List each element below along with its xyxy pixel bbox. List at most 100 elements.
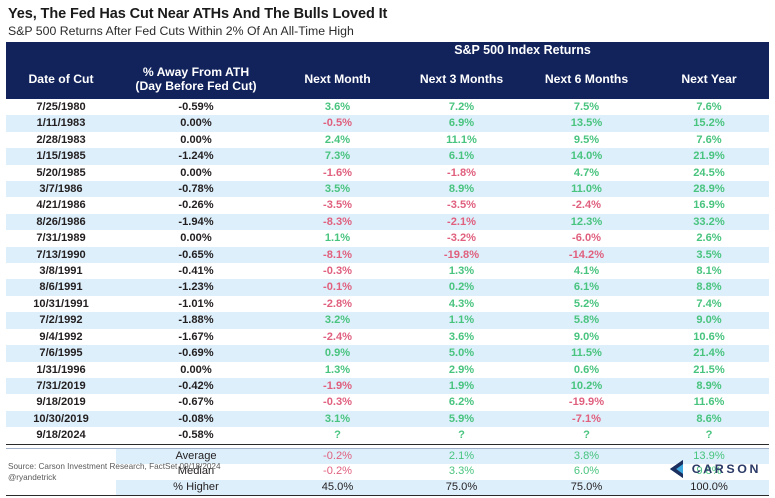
cell-next-month: -2.4% [276,328,399,346]
brand-logo: CARSON [663,459,761,479]
author-handle: @ryandetrick [8,473,57,482]
cell-pct-away-from-ath: 0.00% [116,230,276,247]
group-header-spacer [6,42,116,59]
cell-date-of-cut: 1/15/1985 [6,148,116,165]
table-row: 9/18/2019 -0.67% -0.3% 6.2% -19.9% 11.6% [6,394,770,411]
table-row: 5/20/1985 0.00% -1.6% -1.8% 4.7% 24.5% [6,164,770,182]
cell-pct-away-from-ath: -0.08% [116,410,276,428]
summary-next-year: 100.0% [649,479,770,496]
cell-next-3-months: 6.9% [399,115,524,132]
summary-divider [6,443,770,449]
cell-date-of-cut: 8/6/1991 [6,279,116,296]
cell-next-6-months: 12.3% [524,213,649,231]
cell-next-year: 11.6% [649,394,770,411]
cell-next-6-months: -19.9% [524,394,649,411]
cell-date-of-cut: 7/13/1990 [6,246,116,264]
cell-next-3-months: 2.9% [399,361,524,378]
cell-next-6-months: 7.5% [524,99,649,116]
cell-next-6-months: 11.5% [524,345,649,362]
cell-next-year: 16.9% [649,197,770,214]
cell-next-3-months: 3.6% [399,328,524,346]
cell-next-3-months: -3.2% [399,230,524,247]
cell-next-3-months: -2.1% [399,213,524,231]
cell-next-3-months: 1.9% [399,377,524,395]
summary-next-3-months: 75.0% [399,479,524,496]
cell-next-year: 21.9% [649,148,770,165]
cell-date-of-cut: 10/31/1991 [6,295,116,313]
summary-next-6-months: 6.0% [524,464,649,480]
cell-date-of-cut: 1/11/1983 [6,115,116,132]
cell-next-year: 7.4% [649,295,770,313]
cell-next-month: 3.1% [276,410,399,428]
cell-date-of-cut: 7/2/1992 [6,312,116,329]
table-row: 10/30/2019 -0.08% 3.1% 5.9% -7.1% 8.6% [6,410,770,428]
table-row: 7/25/1980 -0.59% 3.6% 7.2% 7.5% 7.6% [6,99,770,116]
table-container: S&P 500 Index Returns Date of Cut % Away… [0,42,775,498]
table-row: 7/31/1989 0.00% 1.1% -3.2% -6.0% 2.6% [6,230,770,247]
cell-next-6-months: 0.6% [524,361,649,378]
table-row: 9/18/2024 -0.58%???? [6,427,770,445]
cell-pct-away-from-ath: -1.67% [116,328,276,346]
cell-pct-away-from-ath: 0.00% [116,115,276,132]
cell-pct-away-from-ath: -0.78% [116,181,276,198]
cell-date-of-cut: 5/20/1985 [6,164,116,182]
cell-next-month: -0.3% [276,263,399,280]
cell-date-of-cut: 9/4/1992 [6,328,116,346]
cell-next-6-months: 10.2% [524,377,649,395]
cell-next-year: 10.6% [649,328,770,346]
cell-next-month: 3.2% [276,312,399,329]
cell-next-month: 1.1% [276,230,399,247]
cell-next-6-months: 6.1% [524,279,649,296]
cell-next-year: 33.2% [649,213,770,231]
table-row: 9/4/1992 -1.67% -2.4% 3.6% 9.0% 10.6% [6,328,770,346]
column-header-next-6-months-label: Next 6 Months [544,71,629,86]
summary-divider-cell [6,443,770,449]
cell-next-6-months: ? [524,427,649,445]
cell-next-3-months: 0.2% [399,279,524,296]
column-header-date-of-cut-label: Date of Cut [28,71,94,86]
column-header-next-year: Next Year [649,59,770,99]
cell-next-month: 1.3% [276,361,399,378]
cell-next-month: 0.9% [276,345,399,362]
cell-next-year: 8.6% [649,410,770,428]
page-subtitle: S&P 500 Returns After Fed Cuts Within 2%… [8,24,354,38]
cell-next-3-months: 5.0% [399,345,524,362]
table-row: 7/31/2019 -0.42% -1.9% 1.9% 10.2% 8.9% [6,377,770,395]
cell-next-month: 3.5% [276,181,399,198]
column-header-next-month-label: Next Month [304,71,371,86]
column-header-pct-away-sublabel: (Day Before Fed Cut) [135,79,257,93]
table-row: 8/6/1991 -1.23% -0.1% 0.2% 6.1% 8.8% [6,279,770,296]
cell-date-of-cut: 3/7/1986 [6,181,116,198]
cell-next-3-months: 6.1% [399,148,524,165]
fed-cuts-table: S&P 500 Index Returns Date of Cut % Away… [6,42,770,498]
cell-next-3-months: 11.1% [399,131,524,149]
footer: Source: Carson Investment Research, Fact… [8,461,628,483]
summary-next-6-months: 3.8% [524,448,649,465]
cell-date-of-cut: 9/18/2019 [6,394,116,411]
cell-next-month: -8.1% [276,246,399,264]
cell-next-year: 15.2% [649,115,770,132]
cell-next-6-months: -7.1% [524,410,649,428]
cell-next-month: 2.4% [276,131,399,149]
cell-next-6-months: 5.2% [524,295,649,313]
table-column-header-row: Date of Cut % Away From ATH (Day Before … [6,59,770,99]
table-row: 7/2/1992 -1.88% 3.2% 1.1% 5.8% 9.0% [6,312,770,329]
cell-date-of-cut: 4/21/1986 [6,197,116,214]
cell-next-month: -8.3% [276,213,399,231]
cell-next-3-months: 1.3% [399,263,524,280]
page-title: Yes, The Fed Has Cut Near ATHs And The B… [8,6,388,22]
summary-label: Median [116,464,276,480]
column-header-pct-away-label: % Away From ATH [142,64,250,79]
cell-next-3-months: 5.9% [399,410,524,428]
cell-next-3-months: ? [399,427,524,445]
cell-pct-away-from-ath: 0.00% [116,131,276,149]
table-header: S&P 500 Index Returns Date of Cut % Away… [6,42,770,99]
table-body: 7/25/1980 -0.59% 3.6% 7.2% 7.5% 7.6% 1/11/1983… [6,99,770,445]
summary-next-month: -0.2% [276,464,399,480]
cell-next-year: 21.5% [649,361,770,378]
cell-pct-away-from-ath: -0.67% [116,394,276,411]
cell-next-month: -2.8% [276,295,399,313]
cell-pct-away-from-ath: -0.26% [116,197,276,214]
cell-next-3-months: 8.9% [399,181,524,198]
cell-pct-away-from-ath: -1.01% [116,295,276,313]
